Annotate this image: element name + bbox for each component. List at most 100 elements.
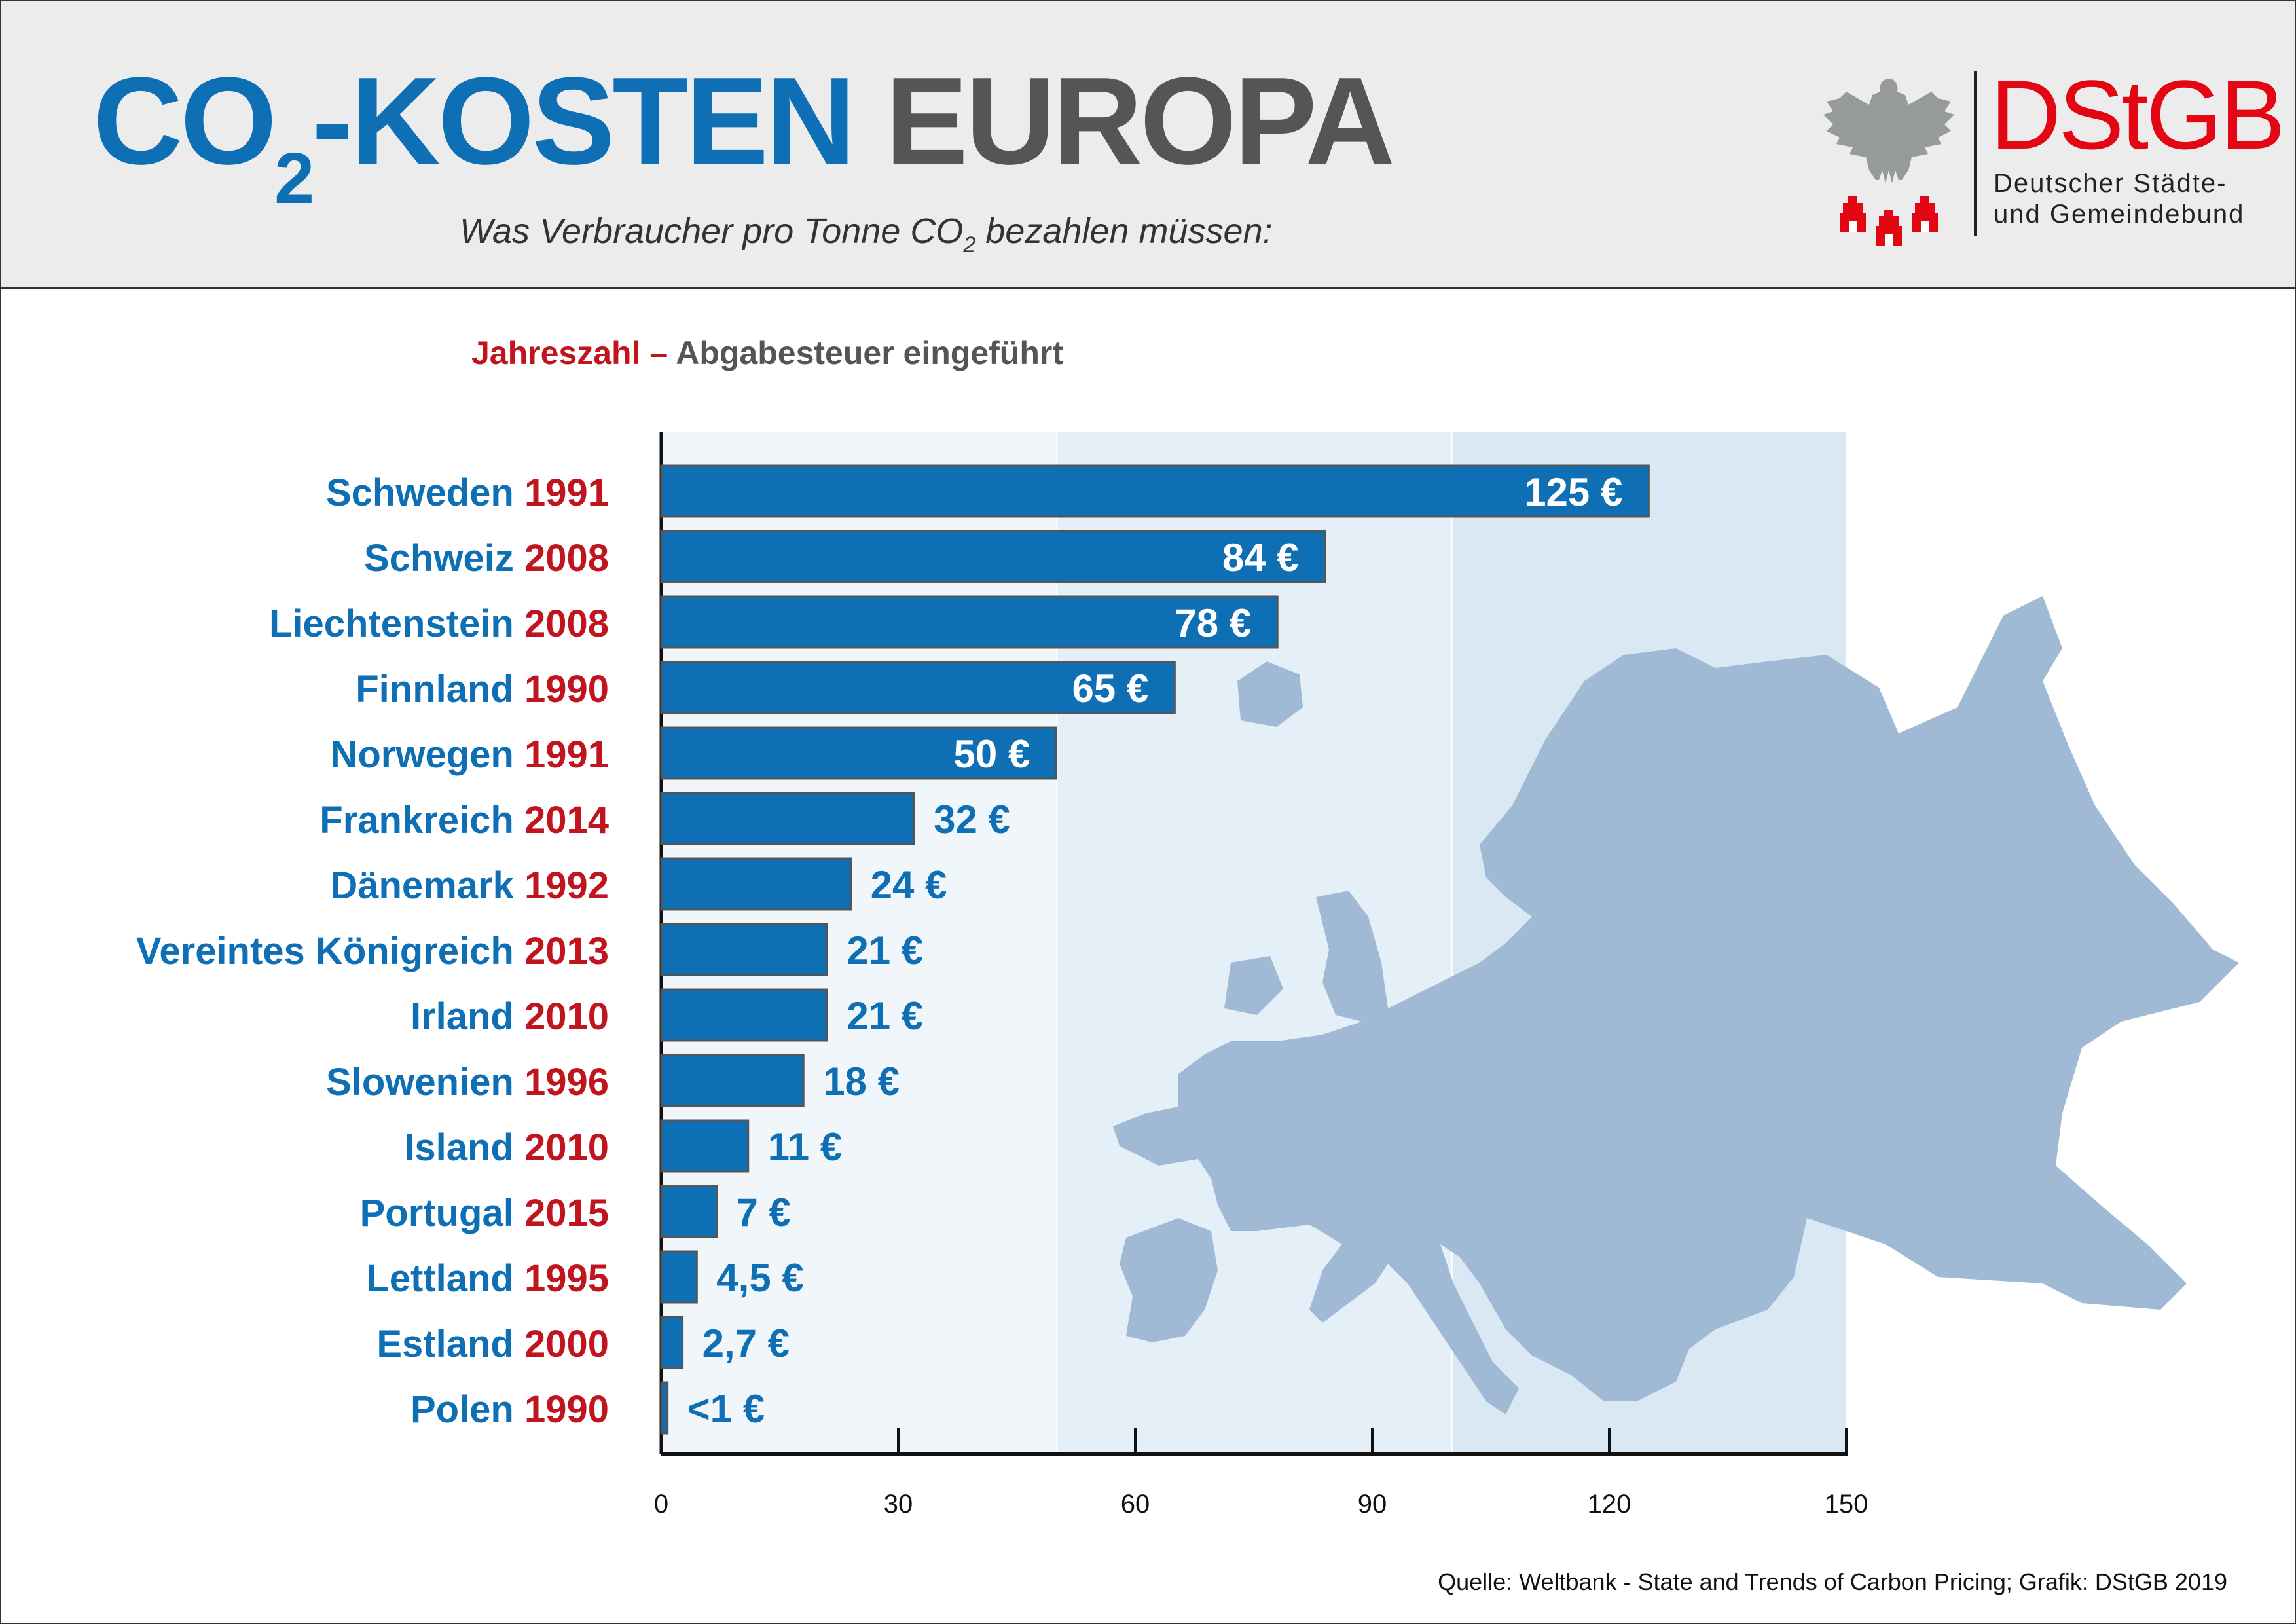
bar-value-label: 50 € bbox=[954, 732, 1030, 776]
bar-schweiz bbox=[660, 530, 1326, 583]
introduction-year: 1995 bbox=[524, 1257, 609, 1300]
introduction-year: 2010 bbox=[524, 1126, 609, 1169]
bar-dänemark bbox=[660, 857, 852, 911]
bar-value-label: 78 € bbox=[1175, 601, 1251, 645]
bar-finnland bbox=[660, 661, 1176, 714]
title-europa: EUROPA bbox=[884, 52, 1395, 191]
introduction-year: 2014 bbox=[524, 799, 609, 841]
bar-frankreich bbox=[660, 792, 915, 845]
bar-value-label: 32 € bbox=[934, 798, 1010, 841]
category-label: Schweden 1991 bbox=[326, 471, 609, 514]
x-tick-label-0: 0 bbox=[654, 1490, 668, 1519]
country-name: Dänemark bbox=[330, 864, 524, 907]
header: CO2-KOSTEN EUROPA Was Verbraucher pro To… bbox=[1, 1, 2295, 289]
introduction-year: 1991 bbox=[524, 471, 609, 514]
bar-value-label: 84 € bbox=[1222, 536, 1299, 580]
bar-liechtenstein bbox=[660, 595, 1279, 649]
category-label: Vereintes Königreich 2013 bbox=[136, 930, 609, 972]
category-label: Polen 1990 bbox=[410, 1388, 609, 1431]
x-tick-label-150: 150 bbox=[1825, 1490, 1868, 1519]
bar-value-label: <1 € bbox=[687, 1387, 765, 1431]
introduction-year: 1990 bbox=[524, 668, 609, 710]
category-label: Irland 2010 bbox=[410, 995, 609, 1038]
bar-value-label: 65 € bbox=[1072, 667, 1149, 710]
category-label: Frankreich 2014 bbox=[319, 799, 609, 841]
logo-wordmark: DStGB bbox=[1990, 60, 2286, 170]
category-label: Slowenien 1996 bbox=[326, 1061, 609, 1103]
background-band-2 bbox=[1057, 432, 1451, 1454]
country-name: Irland bbox=[410, 995, 524, 1038]
country-name: Schweiz bbox=[364, 537, 524, 580]
introduction-year: 2010 bbox=[524, 995, 609, 1038]
bar-value-label: 21 € bbox=[847, 994, 923, 1038]
introduction-year: 2008 bbox=[524, 602, 609, 645]
bar-island bbox=[660, 1119, 750, 1173]
category-label: Lettland 1995 bbox=[366, 1257, 609, 1300]
page-subtitle: Was Verbraucher pro Tonne CO2 bezahlen m… bbox=[460, 211, 1273, 257]
category-label: Island 2010 bbox=[404, 1126, 609, 1169]
country-name: Finnland bbox=[355, 668, 524, 710]
category-label: Liechtenstein 2008 bbox=[269, 602, 609, 645]
bar-polen bbox=[660, 1381, 669, 1435]
logo-divider bbox=[1974, 71, 1977, 236]
subtitle-subscript: 2 bbox=[963, 232, 976, 257]
logo-tagline-line1: Deutscher Städte- bbox=[1994, 169, 2227, 198]
page-title: CO2-KOSTEN EUROPA bbox=[93, 59, 1395, 215]
country-name: Portugal bbox=[360, 1192, 524, 1234]
logo-tagline-line2: und Gemeindebund bbox=[1994, 200, 2245, 229]
introduction-year: 1991 bbox=[524, 733, 609, 776]
subtitle-part1: Was Verbraucher pro Tonne CO bbox=[460, 212, 964, 251]
category-label: Finnland 1990 bbox=[355, 668, 609, 710]
source-note: Quelle: Weltbank - State and Trends of C… bbox=[1438, 1568, 2227, 1595]
x-tick-label-30: 30 bbox=[884, 1490, 913, 1519]
legend-text: Abgabesteuer eingeführt bbox=[676, 335, 1063, 371]
title-subscript: 2 bbox=[274, 138, 314, 219]
bar-value-label: 125 € bbox=[1524, 470, 1622, 514]
legend-dash: – bbox=[640, 335, 676, 371]
category-label: Norwegen 1991 bbox=[330, 733, 609, 776]
country-name: Polen bbox=[410, 1388, 524, 1431]
dstgb-logo-emblem bbox=[1823, 79, 1954, 246]
bar-value-label: 4,5 € bbox=[716, 1256, 803, 1300]
category-label: Portugal 2015 bbox=[360, 1192, 609, 1234]
x-tick-label-90: 90 bbox=[1358, 1490, 1387, 1519]
bar-value-label: 21 € bbox=[847, 929, 923, 972]
bar-lettland bbox=[660, 1250, 698, 1304]
bar-value-label: 18 € bbox=[823, 1060, 900, 1103]
title-co: CO bbox=[93, 52, 277, 191]
bar-value-label: 24 € bbox=[871, 863, 947, 907]
category-label: Estland 2000 bbox=[376, 1323, 609, 1365]
category-label: Schweiz 2008 bbox=[364, 537, 609, 580]
legend-note: Jahreszahl – Abgabesteuer eingeführt bbox=[471, 334, 1063, 372]
bar-norwegen bbox=[660, 726, 1057, 780]
x-tick-label-60: 60 bbox=[1121, 1490, 1150, 1519]
introduction-year: 2013 bbox=[524, 930, 609, 972]
castle-towers-icon bbox=[1840, 196, 1938, 246]
category-label: Dänemark 1992 bbox=[330, 864, 609, 907]
legend-year-label: Jahreszahl bbox=[471, 335, 641, 371]
country-name: Vereintes Königreich bbox=[136, 930, 524, 972]
country-name: Slowenien bbox=[326, 1061, 524, 1103]
x-tick-label-120: 120 bbox=[1588, 1490, 1631, 1519]
bar-irland bbox=[660, 988, 828, 1042]
subtitle-part2: bezahlen müssen: bbox=[975, 212, 1273, 251]
country-name: Norwegen bbox=[330, 733, 524, 776]
country-name: Frankreich bbox=[319, 799, 524, 841]
bar-estland bbox=[660, 1316, 684, 1369]
country-name: Liechtenstein bbox=[269, 602, 524, 645]
eagle-icon bbox=[1823, 79, 1954, 183]
europe-map bbox=[1113, 596, 2239, 1414]
introduction-year: 2008 bbox=[524, 537, 609, 580]
bar-value-label: 7 € bbox=[736, 1190, 790, 1234]
bar-schweden bbox=[660, 464, 1650, 518]
bar-slowenien bbox=[660, 1054, 805, 1107]
introduction-year: 1996 bbox=[524, 1061, 609, 1103]
bar-value-label: 11 € bbox=[768, 1125, 842, 1169]
bar-portugal bbox=[660, 1185, 718, 1238]
introduction-year: 2000 bbox=[524, 1323, 609, 1365]
country-name: Estland bbox=[376, 1323, 524, 1365]
bar-vereintes-königreich bbox=[660, 923, 828, 976]
country-name: Lettland bbox=[366, 1257, 524, 1300]
introduction-year: 1990 bbox=[524, 1388, 609, 1431]
